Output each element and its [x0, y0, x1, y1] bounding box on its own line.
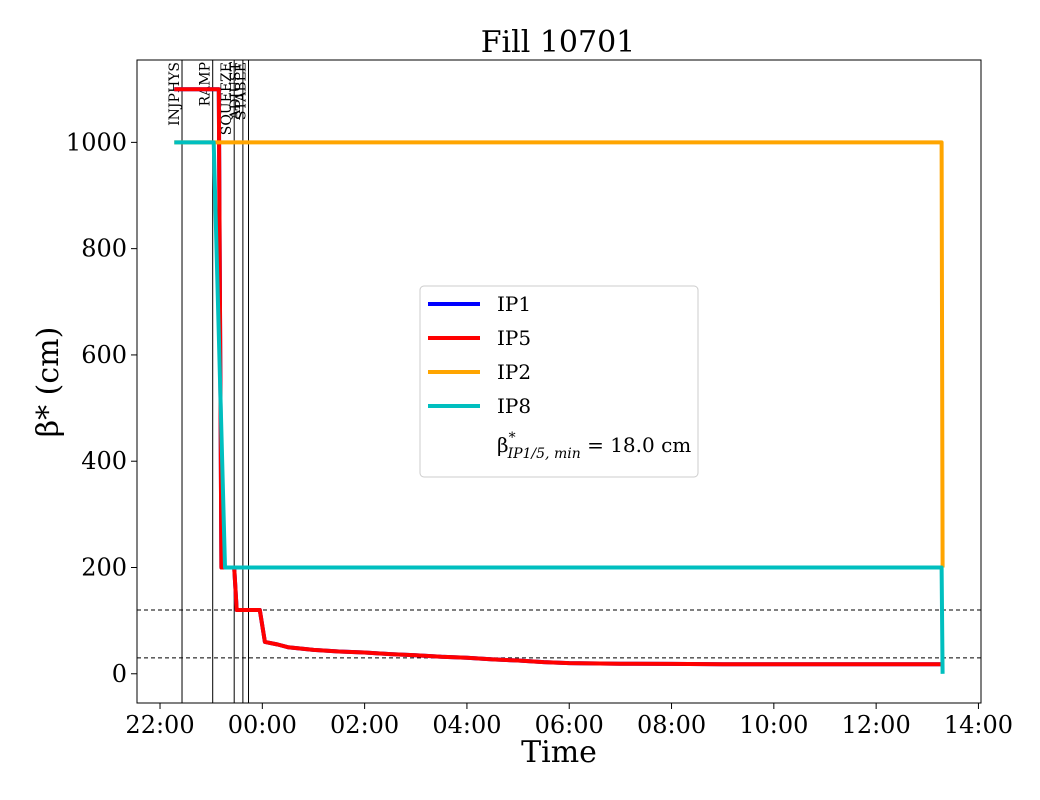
y-tick-label: 0 — [112, 660, 127, 688]
legend-label-ip5: IP5 — [497, 326, 531, 350]
x-tick-label: 02:00 — [330, 711, 399, 739]
series-line-ip5 — [174, 87, 943, 667]
y-tick-label: 400 — [81, 447, 127, 475]
x-tick-label: 10:00 — [739, 711, 808, 739]
reference-lines — [137, 609, 981, 659]
legend-label-ip8: IP8 — [497, 394, 531, 418]
y-tick-label: 200 — [81, 553, 127, 581]
plot-frame — [136, 59, 982, 704]
y-axis-label: β* (cm) — [31, 327, 66, 438]
chart-title: Fill 10701 — [481, 25, 636, 60]
y-axis: 0 200 400 600 800 1000 — [66, 128, 137, 688]
y-tick-label: 600 — [81, 341, 127, 369]
series-line-ip8 — [174, 140, 945, 674]
y-tick-label: 800 — [81, 235, 127, 263]
x-axis-label: Time — [521, 735, 597, 770]
legend-beta-min-note: β* IP1/5, min = 18.0 cm — [497, 430, 691, 462]
series-line-ip2 — [174, 140, 945, 568]
legend-box — [419, 285, 699, 478]
phase-label-squeeze: SQUEEZE — [219, 62, 235, 135]
x-tick-label: 00:00 — [228, 711, 297, 739]
x-tick-label: 12:00 — [842, 711, 911, 739]
x-tick-label: 14:00 — [944, 711, 1013, 739]
series-lines — [174, 87, 945, 674]
phase-label-ramp: RAMP — [198, 62, 214, 106]
legend: IP1 IP5 IP2 IP8 β* IP1/5, min = 18.0 cm — [419, 285, 699, 478]
legend-label-ip2: IP2 — [497, 360, 531, 384]
y-tick-label: 1000 — [66, 128, 127, 156]
phase-label-stable: STABLE — [234, 62, 250, 120]
x-tick-label: 08:00 — [637, 711, 706, 739]
x-tick-label: 06:00 — [535, 711, 604, 739]
x-axis: 22:00 00:00 02:00 04:00 06:00 08:00 10:00 12:00… — [125, 703, 1013, 739]
x-tick-label: 04:00 — [432, 711, 501, 739]
phase-label-adjust: ADJUST — [228, 61, 244, 120]
legend-label-ip1: IP1 — [497, 292, 531, 316]
x-tick-label: 22:00 — [125, 711, 194, 739]
phase-label-injphys: INJPHYS — [167, 62, 183, 126]
